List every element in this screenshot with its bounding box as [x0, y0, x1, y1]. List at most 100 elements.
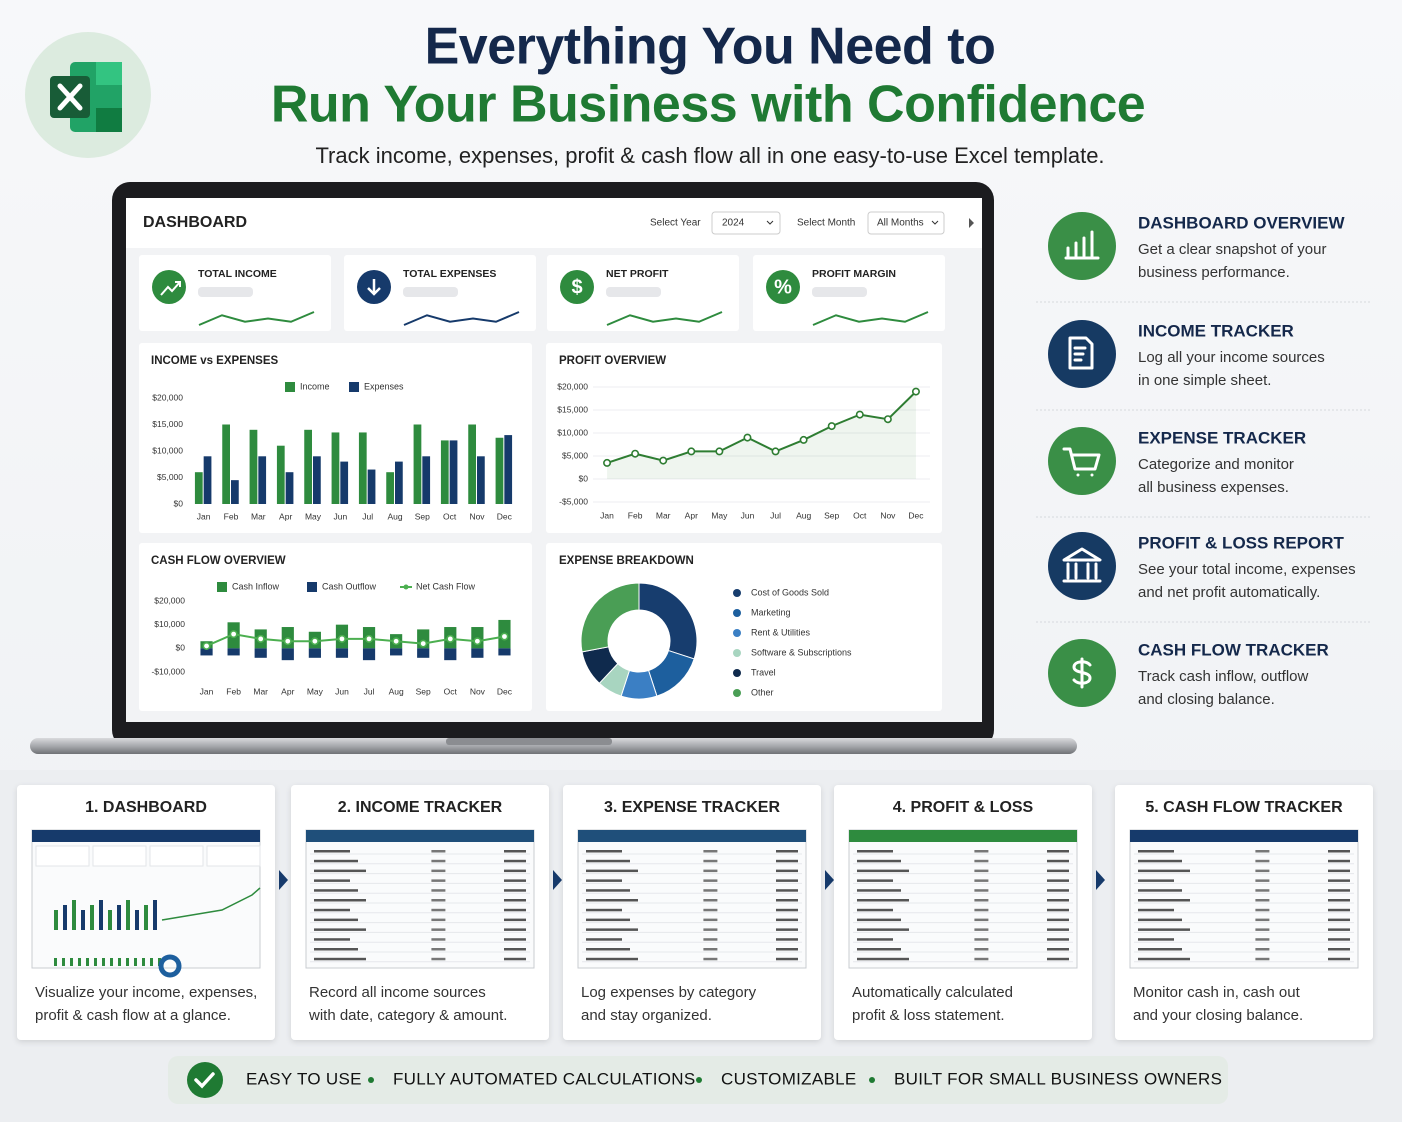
dropdown-value[interactable]: 2024 — [722, 218, 745, 229]
x-tick-label: Feb — [226, 686, 241, 696]
bar — [367, 469, 376, 504]
legend-label: Software & Subscriptions — [751, 647, 852, 657]
thumbnail-text — [1047, 879, 1069, 882]
thumbnail-text — [1047, 859, 1069, 863]
thumbnail-text — [857, 938, 893, 941]
laptop-notch — [446, 738, 612, 745]
thumbnail-bar — [72, 900, 76, 930]
thumbnail-text — [1047, 908, 1069, 912]
y-tick-label: $0 — [174, 498, 184, 508]
thumbnail-text — [586, 938, 622, 941]
x-tick-label: Dec — [908, 510, 924, 520]
feature-title: PROFIT & LOSS REPORT — [1138, 533, 1345, 552]
thumbnail-bar — [54, 958, 57, 966]
feature-title: DASHBOARD OVERVIEW — [1138, 213, 1345, 232]
point — [310, 637, 319, 646]
step-arrow — [825, 870, 834, 890]
feature-glyph — [1062, 447, 1101, 477]
sparkline — [812, 311, 929, 326]
thumbnail-text — [504, 869, 526, 873]
point — [337, 634, 346, 643]
kpi-value-placeholder — [606, 287, 661, 297]
dropdown[interactable] — [867, 211, 945, 235]
sparkline — [198, 311, 315, 326]
point — [743, 433, 752, 442]
legend-marker — [733, 609, 741, 617]
point — [827, 422, 836, 431]
kpi-title: PROFIT MARGIN — [812, 268, 896, 280]
dropdown-value[interactable]: All Months — [877, 218, 924, 229]
thumbnail-text — [1138, 908, 1174, 912]
thumbnail-bar — [78, 958, 81, 966]
x-tick-label: Jan — [200, 686, 214, 696]
x-tick-label: Aug — [387, 511, 402, 521]
point — [202, 641, 211, 650]
thumbnail-text — [1255, 918, 1270, 922]
feature-description: and net profit automatically. — [1138, 584, 1320, 601]
chart-title: INCOME vs EXPENSES — [151, 355, 279, 367]
thumbnail-text — [703, 908, 718, 912]
thumbnail-text — [314, 869, 366, 873]
thumbnail-text — [1328, 889, 1350, 892]
kpi-title: TOTAL EXPENSES — [403, 268, 496, 280]
thumbnail-text — [504, 859, 526, 863]
thumbnail-text — [776, 879, 798, 882]
kpi-icon-symbol: % — [774, 276, 792, 298]
badge: EASY TO USE — [246, 1069, 362, 1088]
feature-description: See your total income, expenses — [1138, 561, 1356, 578]
thumbnail-line — [161, 887, 261, 921]
x-tick-label: May — [307, 686, 324, 696]
thumbnail-text — [1255, 928, 1270, 931]
bar — [254, 648, 267, 658]
thumbnail-text — [1138, 928, 1190, 931]
thumbnail-text — [1255, 879, 1270, 882]
legend-label: Expenses — [364, 381, 404, 391]
thumbnail-text — [857, 918, 901, 922]
thumbnail-text — [1255, 908, 1270, 912]
kpi-icon-symbol: $ — [571, 276, 582, 298]
thumbnail-text — [857, 879, 893, 882]
thumbnail-text — [703, 869, 718, 873]
thumbnail-text — [1328, 850, 1350, 853]
thumbnail-card — [92, 845, 147, 867]
thumbnail-text — [1138, 938, 1174, 941]
thumbnail-text — [776, 908, 798, 912]
thumbnail-text — [431, 938, 446, 941]
x-tick-label: Mar — [656, 510, 671, 520]
thumbnail-text — [974, 918, 989, 922]
thumbnail-text — [431, 957, 446, 961]
thumbnail-text — [586, 948, 630, 951]
thumbnail-text — [974, 928, 989, 931]
thumbnail-text — [776, 928, 798, 931]
legend-label: Rent & Utilities — [751, 627, 811, 637]
thumbnail-text — [314, 859, 358, 863]
legend-swatch — [349, 382, 359, 392]
bar — [471, 648, 484, 658]
thumbnail-text — [1328, 859, 1350, 863]
thumbnail-text — [1328, 938, 1350, 941]
thumbnail-text — [1328, 899, 1350, 902]
legend-label: Cost of Goods Sold — [751, 587, 829, 597]
dropdown[interactable] — [711, 211, 781, 235]
x-tick-label: Nov — [880, 510, 896, 520]
badge: FULLY AUTOMATED CALCULATIONS — [393, 1069, 696, 1088]
thumbnail-text — [1138, 899, 1190, 902]
thumbnail-text — [431, 879, 446, 882]
line — [206, 633, 505, 647]
bar — [304, 429, 312, 504]
bar — [200, 648, 213, 656]
legend-label: Marketing — [751, 607, 791, 617]
thumbnail-text — [586, 889, 630, 892]
legend-marker — [733, 689, 741, 697]
feature-description: Log all your income sources — [1138, 349, 1325, 366]
thumbnail-text — [1138, 859, 1182, 863]
thumbnail-text — [776, 859, 798, 863]
thumbnail-text — [703, 957, 718, 961]
thumbnail-text — [431, 899, 446, 902]
bar — [440, 440, 449, 504]
feature-glyph — [1068, 336, 1094, 370]
thumbnail-text — [586, 899, 638, 902]
thumbnail-text — [1255, 948, 1270, 951]
